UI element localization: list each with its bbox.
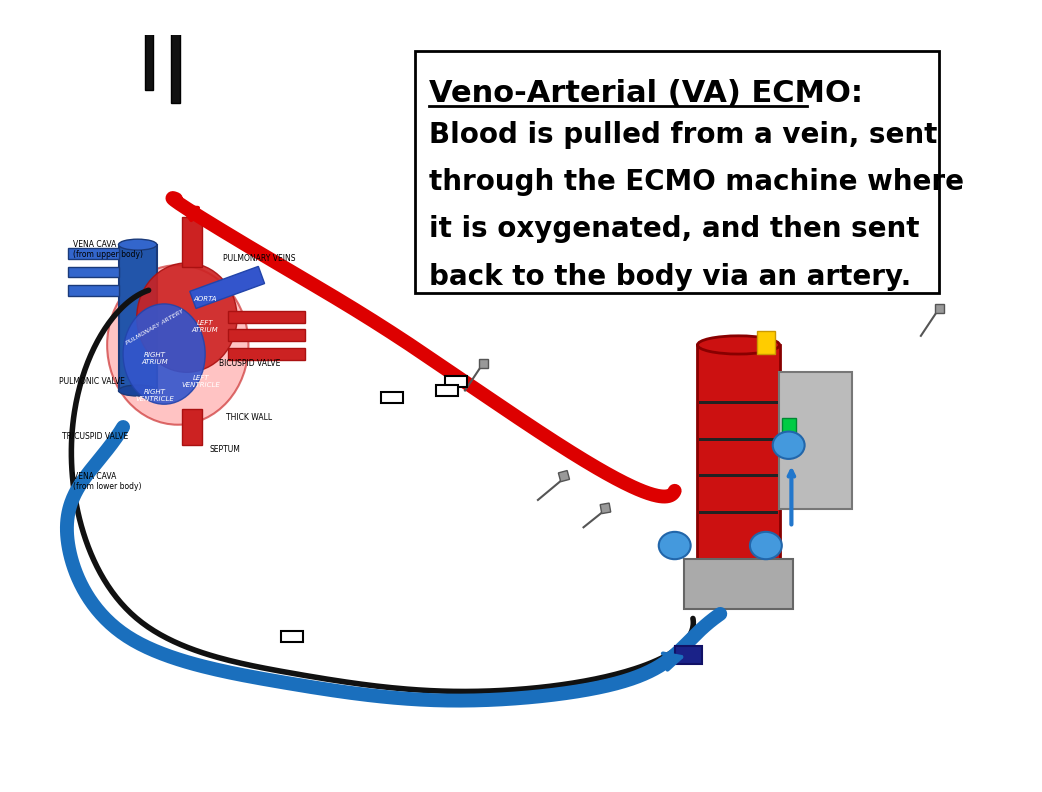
Text: it is oxygenated, and then sent: it is oxygenated, and then sent — [428, 215, 919, 243]
Bar — [935, 304, 944, 313]
Text: LEFT
VENTRICLE: LEFT VENTRICLE — [181, 375, 220, 388]
Text: through the ECMO machine where: through the ECMO machine where — [428, 168, 964, 196]
Bar — [600, 503, 611, 514]
Bar — [119, 245, 157, 390]
Text: PULMONARY VEINS: PULMONARY VEINS — [223, 253, 296, 263]
Bar — [756, 331, 775, 354]
Ellipse shape — [750, 532, 782, 559]
Text: VENA CAVA
(from lower body): VENA CAVA (from lower body) — [73, 472, 142, 491]
Bar — [699, 511, 777, 514]
Ellipse shape — [107, 265, 248, 425]
Bar — [699, 438, 777, 440]
Text: SEPTUM: SEPTUM — [209, 445, 241, 455]
Text: RIGHT
VENTRICLE: RIGHT VENTRICLE — [135, 389, 174, 402]
Ellipse shape — [697, 336, 779, 354]
Ellipse shape — [659, 532, 691, 559]
Bar — [145, 0, 153, 89]
Bar — [697, 345, 779, 564]
Bar — [182, 217, 202, 268]
Ellipse shape — [119, 385, 157, 396]
Text: RIGHT
ATRIUM: RIGHT ATRIUM — [142, 352, 169, 365]
Bar — [182, 409, 202, 445]
Bar — [415, 51, 939, 293]
Text: BICUSPID VALVE: BICUSPID VALVE — [219, 359, 280, 367]
Bar — [69, 285, 119, 295]
Bar — [436, 385, 457, 396]
Bar — [69, 267, 119, 277]
Bar — [228, 311, 305, 323]
Text: VENA CAVA
(from upper body): VENA CAVA (from upper body) — [73, 239, 143, 259]
Bar — [675, 645, 702, 664]
Text: AORTA: AORTA — [194, 296, 217, 303]
Text: THICK WALL: THICK WALL — [226, 413, 272, 422]
Text: Veno-Arterial (VA) ECMO:: Veno-Arterial (VA) ECMO: — [428, 78, 863, 108]
Bar — [381, 392, 403, 403]
Text: PULMONIC VALVE: PULMONIC VALVE — [59, 377, 125, 386]
Bar — [172, 0, 179, 103]
Text: PULMONARY ARTERY: PULMONARY ARTERY — [125, 308, 184, 345]
Bar — [699, 402, 777, 404]
Bar — [281, 631, 303, 642]
Bar — [783, 418, 796, 436]
Bar — [478, 359, 488, 367]
Text: LEFT
ATRIUM: LEFT ATRIUM — [192, 320, 219, 333]
Bar — [69, 249, 119, 259]
Ellipse shape — [773, 432, 804, 459]
Bar — [228, 348, 305, 360]
Bar — [445, 376, 467, 386]
Bar — [190, 266, 265, 308]
Bar — [684, 559, 793, 609]
Bar — [228, 329, 305, 341]
Bar — [778, 372, 851, 509]
Ellipse shape — [119, 239, 157, 250]
Ellipse shape — [123, 304, 205, 404]
Text: TRICUSPID VALVE: TRICUSPID VALVE — [63, 432, 128, 440]
Text: Blood is pulled from a vein, sent: Blood is pulled from a vein, sent — [428, 120, 937, 149]
Ellipse shape — [137, 263, 238, 372]
Bar — [699, 474, 777, 477]
Bar — [559, 470, 570, 482]
Text: back to the body via an artery.: back to the body via an artery. — [428, 263, 911, 291]
